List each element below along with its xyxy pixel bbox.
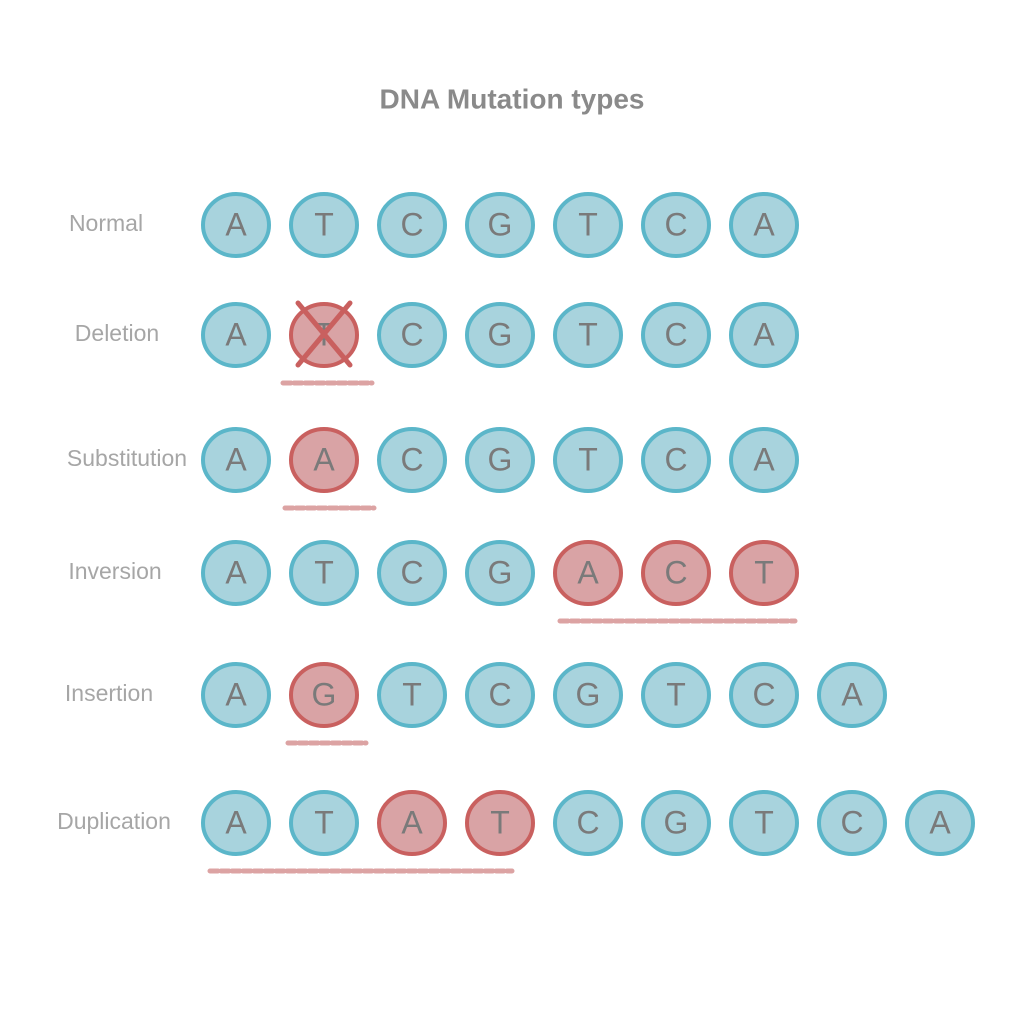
base-circle	[465, 540, 535, 606]
base-letter: T	[666, 676, 686, 712]
base-circle	[729, 662, 799, 728]
base-circle	[553, 790, 623, 856]
base-circle	[465, 427, 535, 493]
base-letter: T	[578, 206, 598, 242]
row-label: Duplication	[57, 808, 171, 834]
base-letter: C	[664, 554, 687, 590]
base-letter: A	[313, 441, 335, 477]
base-letter: A	[401, 804, 423, 840]
base-circle	[729, 302, 799, 368]
base-circle	[377, 192, 447, 258]
row-label: Normal	[69, 210, 143, 236]
base-circle	[817, 790, 887, 856]
base-letter: A	[225, 441, 247, 477]
base-circle	[201, 540, 271, 606]
base-circle	[289, 662, 359, 728]
base-circle	[289, 427, 359, 493]
base-letter: C	[664, 316, 687, 352]
base-letter: A	[225, 316, 247, 352]
base-letter: A	[225, 206, 247, 242]
base-letter: T	[314, 804, 334, 840]
base-letter: G	[312, 676, 337, 712]
base-letter: C	[488, 676, 511, 712]
base-circle	[553, 540, 623, 606]
base-letter: G	[488, 316, 513, 352]
base-circle	[465, 192, 535, 258]
base-letter: A	[841, 676, 863, 712]
base-letter: C	[400, 316, 423, 352]
base-letter: A	[929, 804, 951, 840]
base-letter: G	[488, 554, 513, 590]
base-letter: G	[576, 676, 601, 712]
base-circle	[289, 540, 359, 606]
base-circle	[377, 427, 447, 493]
base-circle	[201, 427, 271, 493]
title: DNA Mutation types	[380, 83, 645, 114]
base-circle	[553, 192, 623, 258]
base-circle	[729, 427, 799, 493]
base-letter: A	[225, 676, 247, 712]
base-circle	[729, 540, 799, 606]
base-letter: C	[664, 441, 687, 477]
base-letter: A	[225, 554, 247, 590]
base-circle	[377, 662, 447, 728]
base-circle	[201, 192, 271, 258]
cross	[295, 300, 353, 368]
base-circle	[553, 662, 623, 728]
base-letter: T	[754, 554, 774, 590]
base-circle	[641, 540, 711, 606]
base-circle	[289, 192, 359, 258]
base-circle	[201, 790, 271, 856]
base-circle	[641, 192, 711, 258]
base-circle	[201, 302, 271, 368]
base-letter: G	[664, 804, 689, 840]
base-letter: T	[578, 316, 598, 352]
base-circle	[377, 540, 447, 606]
base-letter: C	[840, 804, 863, 840]
base-letter: C	[400, 554, 423, 590]
base-circle	[641, 790, 711, 856]
base-circle	[553, 427, 623, 493]
base-letter: C	[400, 206, 423, 242]
base-letter: A	[753, 441, 775, 477]
base-letter: C	[400, 441, 423, 477]
base-circle	[641, 427, 711, 493]
row-label: Insertion	[65, 680, 153, 706]
base-circle	[729, 790, 799, 856]
base-circle	[641, 662, 711, 728]
base-circle	[553, 302, 623, 368]
base-circle	[641, 302, 711, 368]
base-letter: T	[490, 804, 510, 840]
base-circle	[465, 790, 535, 856]
base-circle	[729, 192, 799, 258]
row-label: Deletion	[75, 320, 159, 346]
base-circle	[377, 302, 447, 368]
base-circle	[465, 662, 535, 728]
row-label: Inversion	[68, 558, 161, 584]
base-letter: A	[225, 804, 247, 840]
base-circle	[289, 790, 359, 856]
row-label: Substitution	[67, 445, 187, 471]
base-letter: T	[754, 804, 774, 840]
base-circle	[905, 790, 975, 856]
base-letter: C	[664, 206, 687, 242]
base-letter: T	[314, 554, 334, 590]
base-letter: C	[752, 676, 775, 712]
base-letter: A	[753, 316, 775, 352]
base-circle	[377, 790, 447, 856]
base-letter: T	[578, 441, 598, 477]
base-letter: A	[577, 554, 599, 590]
base-circle	[465, 302, 535, 368]
base-letter: A	[753, 206, 775, 242]
base-letter: G	[488, 206, 513, 242]
base-circle	[201, 662, 271, 728]
base-letter: G	[488, 441, 513, 477]
base-letter: T	[402, 676, 422, 712]
base-letter: C	[576, 804, 599, 840]
base-circle	[817, 662, 887, 728]
base-letter: T	[314, 206, 334, 242]
